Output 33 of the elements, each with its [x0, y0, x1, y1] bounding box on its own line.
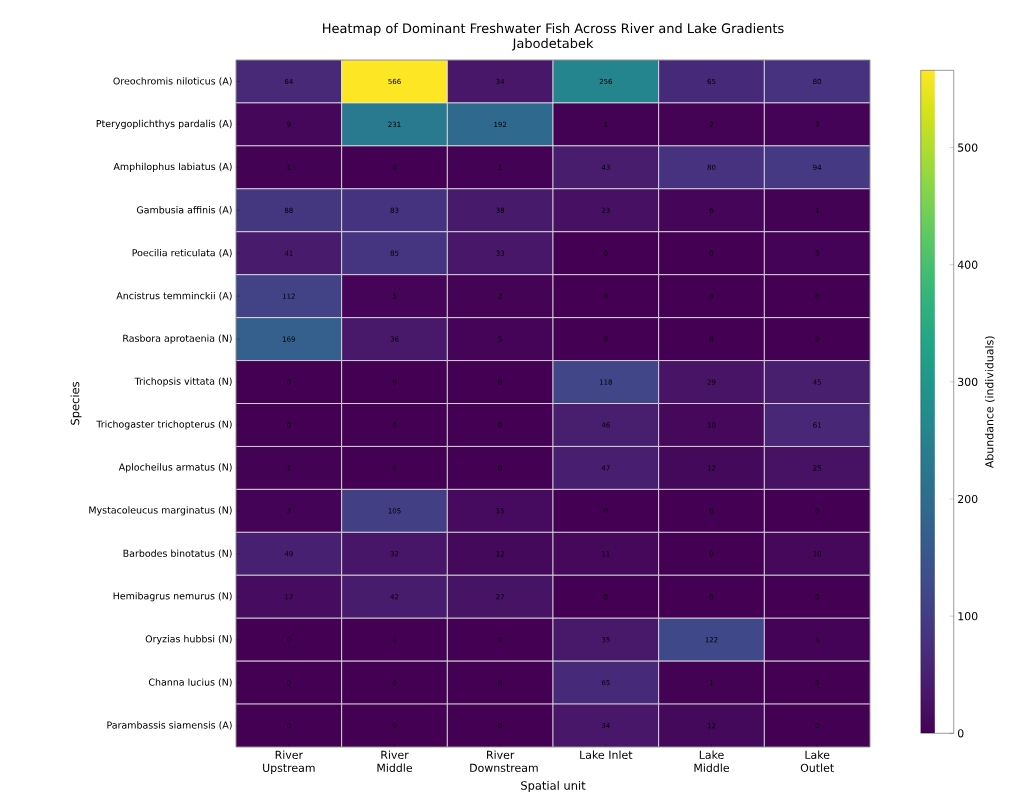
y-tick-label: Mystacoleucus marginatus (N) [89, 506, 232, 516]
color-bar-label: 100 [958, 612, 978, 621]
y-tick-label: Channa lucius (N) [148, 678, 232, 687]
y-tick-label: Oryzias hubbsi (N) [145, 635, 232, 645]
y-tick-label: Rasbora aprotaenia (N) [123, 334, 232, 344]
color-bar-label: 200 [958, 494, 978, 504]
y-tick-label: Gambusia affinis (A) [136, 206, 232, 215]
y-tick-label: Pterygoplichthys pardalis (A) [96, 119, 232, 129]
color-bar-title: Abundance (individuals) [985, 336, 995, 469]
x-tick-label: River Upstream [263, 750, 315, 775]
y-tick-label: Amphilophus labiatus (A) [113, 162, 232, 172]
x-tick-label: Lake Outlet [800, 750, 834, 772]
y-tick-label: Trichopsis vittata (N) [134, 377, 232, 387]
x-tick-label: Lake Inlet [580, 750, 633, 760]
y-tick-label: Oreochromis niloticus (A) [113, 77, 232, 86]
y-tick-label: Barbodes binotatus (N) [123, 549, 232, 559]
chart-subtitle: Jabodetabek [511, 38, 594, 51]
chart-title: Heatmap of Dominant Freshwater Fish Across River and Lake Gradients [323, 23, 784, 36]
color-bar-label: 500 [958, 143, 978, 152]
y-tick-label: Aplocheilus armatus (N) [118, 463, 232, 473]
y-axis-title: Species [70, 382, 82, 425]
color-bar-label: 300 [958, 377, 978, 387]
y-tick-label: Hemibagrus nemurus (N) [113, 592, 232, 602]
y-tick-label: Ancistrus temminckii (A) [116, 291, 232, 301]
y-tick-label: Poecilia reticulata (A) [132, 249, 232, 258]
x-tick-label: Lake Middle [694, 750, 730, 772]
y-tick-label: Parambassis siamensis (A) [107, 721, 232, 730]
y-tick-label: Trichogaster trichopterus (N) [96, 420, 232, 430]
x-tick-label: River Middle [377, 750, 413, 772]
color-bar-label: 0 [957, 729, 964, 738]
x-tick-label: River Downstream [470, 750, 538, 772]
x-axis-title: Spatial unit [521, 780, 586, 793]
color-bar-label: 400 [957, 260, 978, 269]
